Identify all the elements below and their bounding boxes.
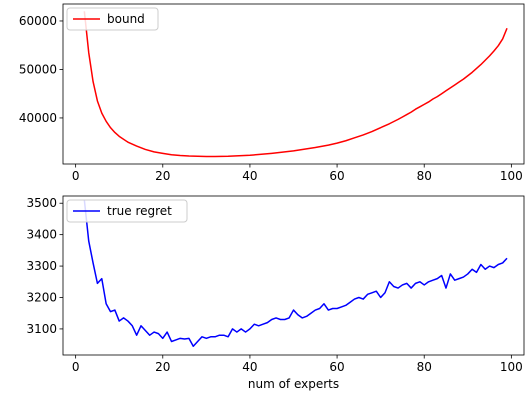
legend: bound: [66, 7, 159, 31]
x-tick-label: 60: [329, 360, 344, 374]
y-tick-label: 3500: [26, 196, 57, 210]
y-tick-label: 3100: [26, 322, 57, 336]
series-line-true-regret: [83, 200, 508, 347]
x-tick-label: 0: [72, 360, 80, 374]
legend-box: [66, 199, 188, 223]
chart-panel-1: 0 20 40 60 80 100 40000 50000 60000 bound: [19, 3, 525, 183]
x-tick-label: 40: [242, 169, 257, 183]
x-axis-title: num of experts: [248, 377, 339, 391]
legend-label: bound: [107, 12, 145, 26]
y-tick-label: 3300: [26, 259, 57, 273]
y-tick-label: 3400: [26, 228, 57, 242]
x-tick-label: 0: [72, 169, 80, 183]
x-tick-label: 100: [500, 360, 523, 374]
legend: true regret: [66, 199, 188, 223]
chart-panel-2: 0 20 40 60 80 100 3100 3200 3300 3400 3500 true reg…: [26, 195, 525, 391]
series-line-bound: [83, 11, 508, 158]
x-tick-label: 80: [417, 360, 432, 374]
y-tick-label: 3200: [26, 290, 57, 304]
legend-box: [66, 7, 159, 31]
x-tick-label: 80: [417, 169, 432, 183]
x-tick-label: 40: [242, 360, 257, 374]
x-tick-label: 100: [500, 169, 523, 183]
y-tick-label: 60000: [19, 14, 57, 28]
y-tick-label: 50000: [19, 62, 57, 76]
x-tick-label: 20: [155, 169, 170, 183]
legend-label: true regret: [107, 204, 172, 218]
y-tick-label: 40000: [19, 111, 57, 125]
x-tick-label: 60: [329, 169, 344, 183]
x-tick-label: 20: [155, 360, 170, 374]
axes-frame: [62, 3, 525, 165]
axes-frame: [62, 195, 525, 356]
